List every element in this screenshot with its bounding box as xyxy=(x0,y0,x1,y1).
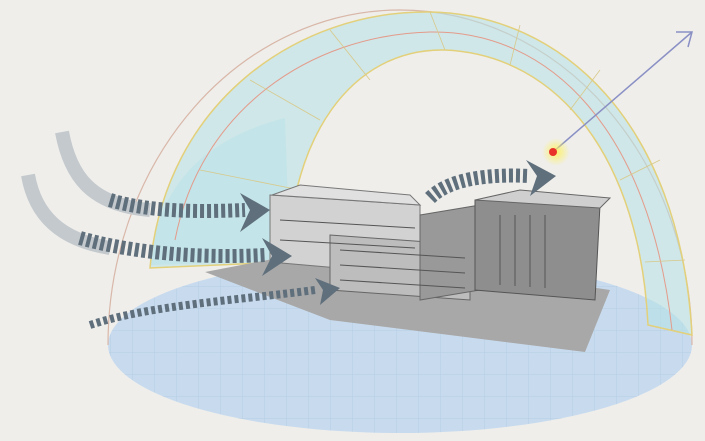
wind-arrow xyxy=(88,286,316,329)
building-roof xyxy=(271,184,422,206)
wind-arrow xyxy=(78,231,266,264)
sun-vector xyxy=(552,31,693,153)
building-block xyxy=(474,199,601,301)
building-platform xyxy=(205,248,610,352)
wind-arrow xyxy=(425,168,531,204)
sun-vector-head xyxy=(676,31,693,48)
sun-path-line xyxy=(174,31,673,331)
wind-arrow xyxy=(107,193,246,218)
wind-arrow-head xyxy=(315,278,340,305)
wind-arrows xyxy=(21,130,531,329)
wind-arrow-head xyxy=(240,193,270,232)
wind-arrow-head xyxy=(262,238,292,276)
sun-path-hour-lines xyxy=(199,11,686,263)
building-windows xyxy=(279,215,546,289)
wind-arrow-head xyxy=(526,160,556,196)
sun xyxy=(549,148,557,156)
building-roof xyxy=(474,189,612,209)
